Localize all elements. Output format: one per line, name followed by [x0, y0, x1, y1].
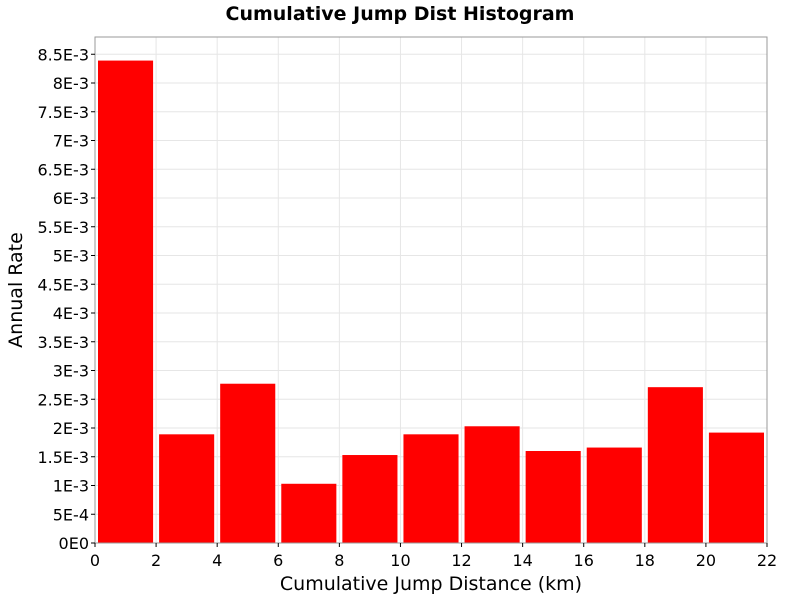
x-tick-label: 0	[90, 551, 100, 570]
histogram-bar	[403, 434, 459, 543]
histogram-bar	[342, 455, 398, 543]
y-tick-label: 7E-3	[53, 132, 89, 151]
y-tick-label: 5E-4	[53, 505, 89, 524]
histogram-bar	[525, 451, 581, 543]
x-axis-label: Cumulative Jump Distance (km)	[280, 573, 582, 595]
y-tick-label: 6.5E-3	[37, 160, 89, 179]
axes: 0 2 4 6 8 10 12 14 16 18 20 22 0E0 5E-4 1E-3 1.5E-3 2E-3…	[37, 45, 777, 570]
x-tick-label: 18	[635, 551, 655, 570]
y-tick-label: 2.5E-3	[37, 390, 89, 409]
bars	[98, 60, 764, 543]
histogram-bar	[586, 447, 642, 543]
y-tick-label: 1.5E-3	[37, 448, 89, 467]
x-tick-label: 10	[390, 551, 410, 570]
x-tick-label: 4	[212, 551, 222, 570]
x-tick-label: 12	[451, 551, 471, 570]
x-tick-label: 22	[757, 551, 777, 570]
histogram-bar	[464, 426, 520, 543]
y-tick-label: 7.5E-3	[37, 103, 89, 122]
y-tick-label: 4.5E-3	[37, 275, 89, 294]
x-tick-label: 20	[696, 551, 716, 570]
x-tick-label: 2	[151, 551, 161, 570]
y-tick-label: 1E-3	[53, 477, 89, 496]
y-tick-label: 2E-3	[53, 419, 89, 438]
histogram-bar	[647, 387, 703, 543]
x-tick-label: 6	[273, 551, 283, 570]
y-tick-label: 8E-3	[53, 74, 89, 93]
histogram-bar	[281, 483, 337, 543]
y-tick-label: 5E-3	[53, 247, 89, 266]
y-tick-label: 0E0	[59, 534, 89, 553]
y-tick-label: 8.5E-3	[37, 45, 89, 64]
y-axis-label: Annual Rate	[5, 232, 27, 348]
x-tick-label: 14	[512, 551, 532, 570]
y-tick-label: 6E-3	[53, 189, 89, 208]
histogram-bar	[159, 434, 215, 543]
x-tick-label: 16	[574, 551, 594, 570]
y-tick-label: 4E-3	[53, 304, 89, 323]
histogram-bar	[98, 60, 154, 543]
y-tick-label: 3.5E-3	[37, 333, 89, 352]
histogram-bar	[708, 432, 764, 543]
histogram-bar	[220, 383, 276, 543]
plot-frame	[94, 36, 768, 544]
y-tick-label: 3E-3	[53, 362, 89, 381]
x-tick-label: 8	[334, 551, 344, 570]
y-tick-label: 5.5E-3	[37, 218, 89, 237]
chart-title: Cumulative Jump Dist Histogram	[226, 3, 575, 25]
